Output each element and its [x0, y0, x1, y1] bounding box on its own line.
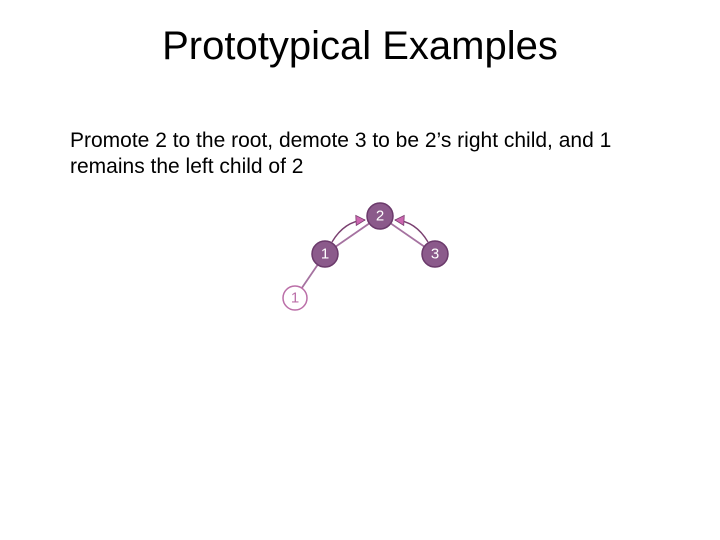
tree-node-label: 3	[431, 246, 439, 263]
body-text: Promote 2 to the root, demote 3 to be 2’…	[70, 128, 660, 181]
tree-node-label: 2	[376, 208, 384, 225]
page-title: Prototypical Examples	[0, 24, 720, 69]
tree-svg: 2 1 3 1	[270, 198, 490, 358]
tree-node-label: 1	[321, 246, 329, 263]
slide: Prototypical Examples Promote 2 to the r…	[0, 0, 720, 540]
arrowhead-icon	[356, 215, 365, 225]
arrowhead-icon	[395, 215, 404, 225]
tree-node-label: 1	[291, 290, 299, 307]
tree-diagram: 2 1 3 1	[270, 198, 490, 358]
